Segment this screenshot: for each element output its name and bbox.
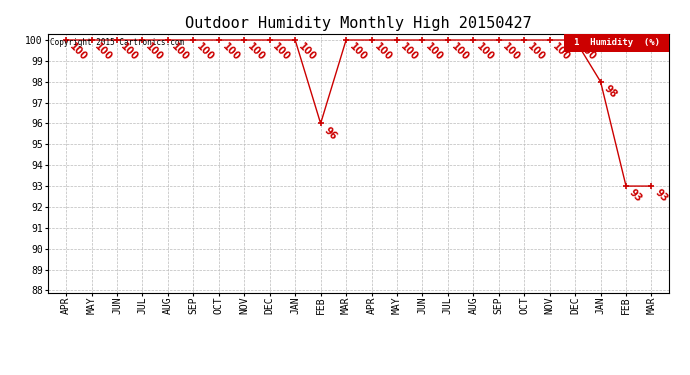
Text: 100: 100: [373, 42, 394, 63]
Text: 100: 100: [526, 42, 547, 63]
Text: 100: 100: [398, 42, 420, 63]
Text: 100: 100: [271, 42, 293, 63]
Text: 100: 100: [449, 42, 471, 63]
Text: 100: 100: [424, 42, 445, 63]
Text: 100: 100: [195, 42, 216, 63]
Text: 100: 100: [347, 42, 368, 63]
Text: 100: 100: [169, 42, 190, 63]
Text: 100: 100: [220, 42, 242, 63]
Text: 100: 100: [93, 42, 115, 63]
Text: 100: 100: [118, 42, 139, 63]
Text: 100: 100: [576, 42, 598, 63]
Text: 100: 100: [68, 42, 89, 63]
Text: 93: 93: [627, 188, 644, 204]
Text: 96: 96: [322, 125, 339, 142]
Title: Outdoor Humidity Monthly High 20150427: Outdoor Humidity Monthly High 20150427: [186, 16, 532, 31]
Text: 100: 100: [297, 42, 318, 63]
Text: 100: 100: [475, 42, 496, 63]
Text: 100: 100: [551, 42, 572, 63]
Text: 100: 100: [246, 42, 267, 63]
Text: 100: 100: [144, 42, 165, 63]
Text: Copyright 2015 Cartronics.com: Copyright 2015 Cartronics.com: [50, 38, 184, 46]
Text: 93: 93: [653, 188, 669, 204]
Text: 98: 98: [602, 83, 618, 100]
Text: 100: 100: [500, 42, 522, 63]
